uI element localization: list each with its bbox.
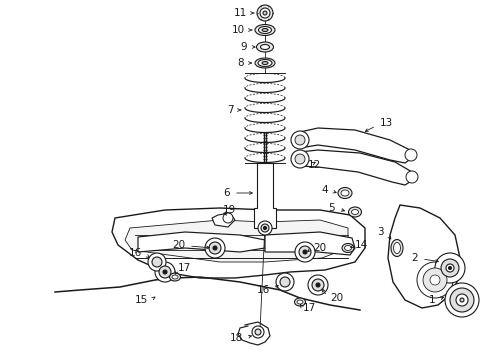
- Ellipse shape: [255, 24, 275, 36]
- Ellipse shape: [351, 210, 359, 215]
- Circle shape: [276, 273, 294, 291]
- Polygon shape: [265, 232, 355, 255]
- Circle shape: [435, 253, 465, 283]
- Text: 14: 14: [355, 240, 368, 250]
- Circle shape: [223, 213, 233, 223]
- Circle shape: [291, 150, 309, 168]
- Circle shape: [261, 224, 269, 232]
- Circle shape: [152, 257, 162, 267]
- Ellipse shape: [172, 275, 178, 279]
- Circle shape: [209, 242, 221, 254]
- Ellipse shape: [344, 246, 351, 251]
- Text: 16: 16: [129, 248, 142, 258]
- Ellipse shape: [259, 27, 271, 33]
- Polygon shape: [254, 163, 276, 228]
- Circle shape: [148, 253, 166, 271]
- Circle shape: [280, 277, 290, 287]
- Circle shape: [456, 294, 468, 306]
- Ellipse shape: [393, 243, 400, 253]
- Ellipse shape: [258, 59, 272, 67]
- Circle shape: [159, 266, 171, 278]
- Circle shape: [312, 279, 324, 291]
- Circle shape: [295, 242, 315, 262]
- Circle shape: [163, 270, 167, 274]
- Ellipse shape: [255, 58, 275, 68]
- Circle shape: [260, 8, 270, 18]
- Circle shape: [264, 226, 267, 230]
- Ellipse shape: [297, 300, 303, 304]
- Circle shape: [257, 5, 273, 21]
- Circle shape: [295, 135, 305, 145]
- Text: 6: 6: [223, 188, 230, 198]
- Circle shape: [430, 275, 440, 285]
- Text: 18: 18: [230, 333, 243, 343]
- Ellipse shape: [262, 28, 268, 31]
- Circle shape: [205, 238, 225, 258]
- Text: 16: 16: [257, 285, 270, 295]
- Circle shape: [255, 329, 261, 335]
- Ellipse shape: [338, 188, 352, 198]
- Circle shape: [446, 264, 454, 272]
- Circle shape: [308, 275, 328, 295]
- Text: 20: 20: [330, 293, 343, 303]
- Circle shape: [213, 246, 217, 250]
- Text: 4: 4: [321, 185, 328, 195]
- Ellipse shape: [348, 207, 362, 217]
- Circle shape: [252, 326, 264, 338]
- Text: 20: 20: [172, 240, 185, 250]
- Text: 15: 15: [135, 295, 148, 305]
- Polygon shape: [125, 220, 348, 262]
- Circle shape: [155, 262, 175, 282]
- Circle shape: [295, 154, 305, 164]
- Text: 10: 10: [232, 25, 245, 35]
- Text: 13: 13: [380, 118, 393, 128]
- Text: 5: 5: [328, 203, 335, 213]
- Text: 17: 17: [303, 303, 316, 313]
- Text: 3: 3: [377, 227, 384, 237]
- Text: 19: 19: [223, 205, 236, 215]
- Circle shape: [316, 283, 320, 287]
- Polygon shape: [300, 128, 412, 163]
- Circle shape: [441, 259, 459, 277]
- Text: 12: 12: [308, 160, 321, 170]
- Polygon shape: [112, 208, 365, 278]
- Polygon shape: [388, 205, 460, 308]
- Ellipse shape: [261, 45, 270, 49]
- Circle shape: [406, 171, 418, 183]
- Ellipse shape: [170, 273, 180, 281]
- Ellipse shape: [294, 298, 305, 306]
- Circle shape: [423, 268, 447, 292]
- Ellipse shape: [391, 239, 403, 256]
- Ellipse shape: [256, 42, 273, 52]
- Circle shape: [303, 250, 307, 254]
- Text: 8: 8: [237, 58, 244, 68]
- Ellipse shape: [342, 243, 354, 252]
- Text: 2: 2: [412, 253, 418, 263]
- Polygon shape: [300, 150, 413, 185]
- Polygon shape: [138, 232, 265, 252]
- Circle shape: [460, 298, 464, 302]
- Text: 20: 20: [313, 243, 326, 253]
- Circle shape: [258, 221, 272, 235]
- Text: 7: 7: [227, 105, 234, 115]
- Circle shape: [291, 131, 309, 149]
- Polygon shape: [212, 213, 235, 227]
- Circle shape: [450, 288, 474, 312]
- Text: 17: 17: [178, 263, 191, 273]
- Circle shape: [299, 246, 311, 258]
- Circle shape: [405, 149, 417, 161]
- Text: 9: 9: [241, 42, 247, 52]
- Ellipse shape: [262, 62, 268, 64]
- Text: 11: 11: [234, 8, 247, 18]
- Circle shape: [448, 266, 451, 270]
- Ellipse shape: [341, 190, 349, 196]
- Text: 1: 1: [428, 295, 435, 305]
- Circle shape: [417, 262, 453, 298]
- Circle shape: [263, 11, 267, 15]
- Circle shape: [445, 283, 479, 317]
